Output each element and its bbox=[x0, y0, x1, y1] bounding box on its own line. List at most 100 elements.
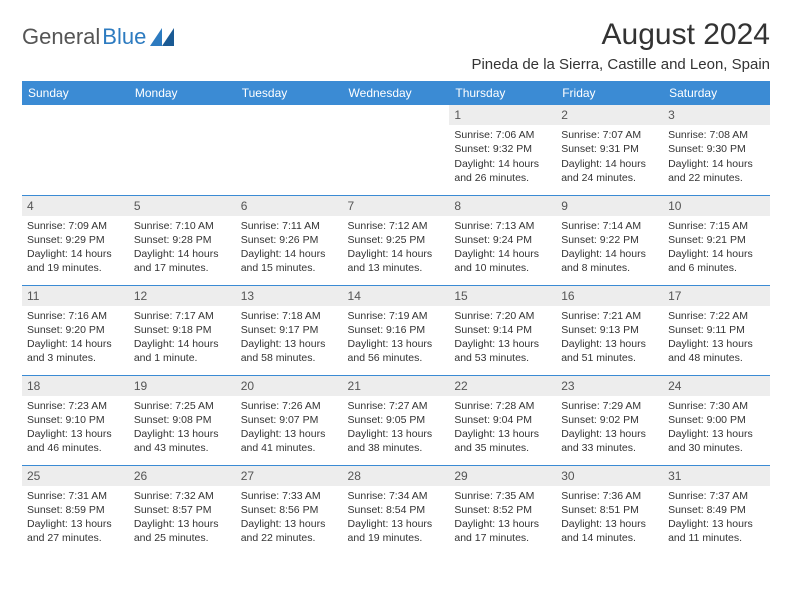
sunrise-text: Sunrise: 7:08 AM bbox=[668, 128, 765, 142]
calendar-day-cell bbox=[129, 105, 236, 195]
calendar-day-cell: 4Sunrise: 7:09 AMSunset: 9:29 PMDaylight… bbox=[22, 195, 129, 285]
day-number: 7 bbox=[343, 196, 450, 216]
sunset-text: Sunset: 8:59 PM bbox=[27, 503, 124, 517]
weekday-header: Monday bbox=[129, 81, 236, 105]
day-number: 1 bbox=[449, 105, 556, 125]
calendar-day-cell: 6Sunrise: 7:11 AMSunset: 9:26 PMDaylight… bbox=[236, 195, 343, 285]
month-title: August 2024 bbox=[471, 18, 770, 52]
calendar-day-cell: 5Sunrise: 7:10 AMSunset: 9:28 PMDaylight… bbox=[129, 195, 236, 285]
sunset-text: Sunset: 9:05 PM bbox=[348, 413, 445, 427]
sunrise-text: Sunrise: 7:23 AM bbox=[27, 399, 124, 413]
day-number: 23 bbox=[556, 376, 663, 396]
sunrise-text: Sunrise: 7:32 AM bbox=[134, 489, 231, 503]
daylight-text: Daylight: 14 hours and 15 minutes. bbox=[241, 247, 338, 275]
sunrise-text: Sunrise: 7:31 AM bbox=[27, 489, 124, 503]
sunset-text: Sunset: 9:21 PM bbox=[668, 233, 765, 247]
daylight-text: Daylight: 14 hours and 22 minutes. bbox=[668, 157, 765, 185]
calendar-day-cell: 21Sunrise: 7:27 AMSunset: 9:05 PMDayligh… bbox=[343, 375, 450, 465]
sunrise-text: Sunrise: 7:10 AM bbox=[134, 219, 231, 233]
header: GeneralBlue August 2024 Pineda de la Sie… bbox=[22, 18, 770, 73]
sunset-text: Sunset: 8:57 PM bbox=[134, 503, 231, 517]
sunrise-text: Sunrise: 7:20 AM bbox=[454, 309, 551, 323]
calendar-day-cell: 7Sunrise: 7:12 AMSunset: 9:25 PMDaylight… bbox=[343, 195, 450, 285]
sunset-text: Sunset: 9:11 PM bbox=[668, 323, 765, 337]
daylight-text: Daylight: 14 hours and 26 minutes. bbox=[454, 157, 551, 185]
calendar-day-cell: 11Sunrise: 7:16 AMSunset: 9:20 PMDayligh… bbox=[22, 285, 129, 375]
daylight-text: Daylight: 13 hours and 51 minutes. bbox=[561, 337, 658, 365]
sunrise-text: Sunrise: 7:25 AM bbox=[134, 399, 231, 413]
sunrise-text: Sunrise: 7:30 AM bbox=[668, 399, 765, 413]
weekday-header: Saturday bbox=[663, 81, 770, 105]
daylight-text: Daylight: 13 hours and 14 minutes. bbox=[561, 517, 658, 545]
day-number: 10 bbox=[663, 196, 770, 216]
sunrise-text: Sunrise: 7:06 AM bbox=[454, 128, 551, 142]
daylight-text: Daylight: 13 hours and 46 minutes. bbox=[27, 427, 124, 455]
day-number: 31 bbox=[663, 466, 770, 486]
daylight-text: Daylight: 13 hours and 41 minutes. bbox=[241, 427, 338, 455]
calendar-day-cell: 20Sunrise: 7:26 AMSunset: 9:07 PMDayligh… bbox=[236, 375, 343, 465]
calendar-day-cell: 19Sunrise: 7:25 AMSunset: 9:08 PMDayligh… bbox=[129, 375, 236, 465]
sunrise-text: Sunrise: 7:19 AM bbox=[348, 309, 445, 323]
calendar-day-cell: 26Sunrise: 7:32 AMSunset: 8:57 PMDayligh… bbox=[129, 465, 236, 555]
calendar-day-cell: 8Sunrise: 7:13 AMSunset: 9:24 PMDaylight… bbox=[449, 195, 556, 285]
daylight-text: Daylight: 14 hours and 19 minutes. bbox=[27, 247, 124, 275]
calendar-body: 1Sunrise: 7:06 AMSunset: 9:32 PMDaylight… bbox=[22, 105, 770, 555]
sunset-text: Sunset: 8:51 PM bbox=[561, 503, 658, 517]
sunset-text: Sunset: 9:04 PM bbox=[454, 413, 551, 427]
calendar-day-cell: 12Sunrise: 7:17 AMSunset: 9:18 PMDayligh… bbox=[129, 285, 236, 375]
daylight-text: Daylight: 13 hours and 19 minutes. bbox=[348, 517, 445, 545]
day-number: 18 bbox=[22, 376, 129, 396]
calendar-day-cell: 16Sunrise: 7:21 AMSunset: 9:13 PMDayligh… bbox=[556, 285, 663, 375]
calendar-page: GeneralBlue August 2024 Pineda de la Sie… bbox=[0, 0, 792, 555]
daylight-text: Daylight: 13 hours and 33 minutes. bbox=[561, 427, 658, 455]
calendar-day-cell: 23Sunrise: 7:29 AMSunset: 9:02 PMDayligh… bbox=[556, 375, 663, 465]
daylight-text: Daylight: 14 hours and 3 minutes. bbox=[27, 337, 124, 365]
day-number: 27 bbox=[236, 466, 343, 486]
calendar-table: SundayMondayTuesdayWednesdayThursdayFrid… bbox=[22, 81, 770, 555]
sunset-text: Sunset: 9:07 PM bbox=[241, 413, 338, 427]
sunset-text: Sunset: 9:13 PM bbox=[561, 323, 658, 337]
sunrise-text: Sunrise: 7:36 AM bbox=[561, 489, 658, 503]
sunrise-text: Sunrise: 7:33 AM bbox=[241, 489, 338, 503]
sunset-text: Sunset: 9:32 PM bbox=[454, 142, 551, 156]
calendar-day-cell bbox=[343, 105, 450, 195]
sunset-text: Sunset: 8:56 PM bbox=[241, 503, 338, 517]
calendar-day-cell: 9Sunrise: 7:14 AMSunset: 9:22 PMDaylight… bbox=[556, 195, 663, 285]
daylight-text: Daylight: 13 hours and 43 minutes. bbox=[134, 427, 231, 455]
sunrise-text: Sunrise: 7:27 AM bbox=[348, 399, 445, 413]
logo-text-1: General bbox=[22, 24, 100, 50]
day-number: 29 bbox=[449, 466, 556, 486]
sunset-text: Sunset: 9:29 PM bbox=[27, 233, 124, 247]
sunset-text: Sunset: 9:17 PM bbox=[241, 323, 338, 337]
sunrise-text: Sunrise: 7:28 AM bbox=[454, 399, 551, 413]
daylight-text: Daylight: 13 hours and 58 minutes. bbox=[241, 337, 338, 365]
day-number: 16 bbox=[556, 286, 663, 306]
sunset-text: Sunset: 9:24 PM bbox=[454, 233, 551, 247]
sunrise-text: Sunrise: 7:14 AM bbox=[561, 219, 658, 233]
sunrise-text: Sunrise: 7:26 AM bbox=[241, 399, 338, 413]
day-number: 21 bbox=[343, 376, 450, 396]
calendar-day-cell: 24Sunrise: 7:30 AMSunset: 9:00 PMDayligh… bbox=[663, 375, 770, 465]
sunrise-text: Sunrise: 7:34 AM bbox=[348, 489, 445, 503]
calendar-week-row: 18Sunrise: 7:23 AMSunset: 9:10 PMDayligh… bbox=[22, 375, 770, 465]
daylight-text: Daylight: 13 hours and 48 minutes. bbox=[668, 337, 765, 365]
day-number: 26 bbox=[129, 466, 236, 486]
day-number: 17 bbox=[663, 286, 770, 306]
day-number: 28 bbox=[343, 466, 450, 486]
sunset-text: Sunset: 9:30 PM bbox=[668, 142, 765, 156]
sunset-text: Sunset: 9:14 PM bbox=[454, 323, 551, 337]
calendar-week-row: 11Sunrise: 7:16 AMSunset: 9:20 PMDayligh… bbox=[22, 285, 770, 375]
daylight-text: Daylight: 14 hours and 17 minutes. bbox=[134, 247, 231, 275]
day-number: 9 bbox=[556, 196, 663, 216]
day-number: 13 bbox=[236, 286, 343, 306]
calendar-day-cell bbox=[22, 105, 129, 195]
calendar-day-cell: 15Sunrise: 7:20 AMSunset: 9:14 PMDayligh… bbox=[449, 285, 556, 375]
sunset-text: Sunset: 9:02 PM bbox=[561, 413, 658, 427]
daylight-text: Daylight: 14 hours and 24 minutes. bbox=[561, 157, 658, 185]
sunrise-text: Sunrise: 7:12 AM bbox=[348, 219, 445, 233]
day-number: 12 bbox=[129, 286, 236, 306]
logo: GeneralBlue bbox=[22, 18, 174, 50]
day-number: 4 bbox=[22, 196, 129, 216]
sunrise-text: Sunrise: 7:07 AM bbox=[561, 128, 658, 142]
sunset-text: Sunset: 9:16 PM bbox=[348, 323, 445, 337]
